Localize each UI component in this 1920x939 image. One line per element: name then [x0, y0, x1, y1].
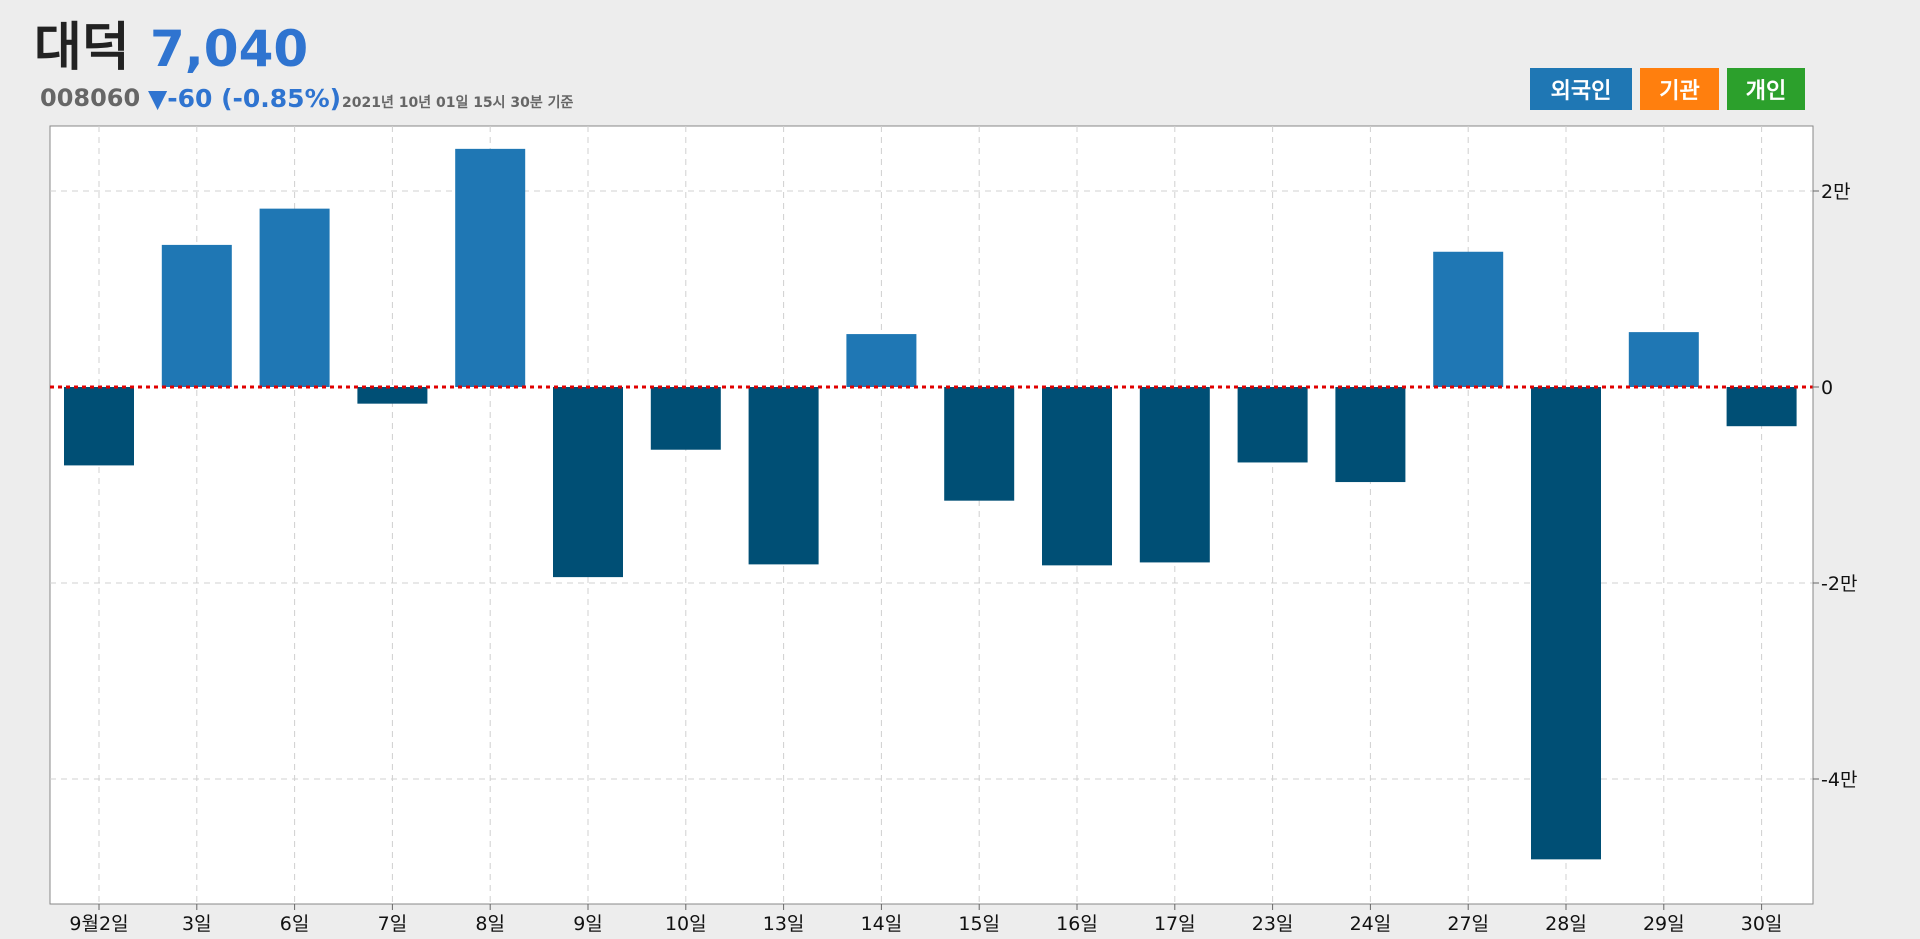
x-tick-label: 8일	[475, 913, 505, 935]
bar-15일	[944, 387, 1015, 501]
stock-price: 7,040	[150, 20, 309, 78]
stock-name: 대덕	[34, 18, 130, 78]
x-tick-label: 30일	[1741, 913, 1783, 935]
bar-7일	[357, 387, 428, 404]
x-tick-label: 3일	[182, 913, 212, 935]
y-tick-label: -2만	[1821, 573, 1857, 595]
bar-16일	[1042, 387, 1112, 566]
legend-foreign-button[interactable]: 외국인	[1530, 68, 1632, 110]
plot-area	[49, 125, 1814, 905]
as-of-timestamp: 2021년 10년 01일 15시 30분 기준	[342, 95, 574, 111]
bar-28일	[1531, 387, 1601, 860]
x-tick-label: 9월2일	[69, 913, 128, 935]
bars	[64, 148, 1797, 860]
y-axis: 2만 0 -2만 -4만	[1813, 181, 1857, 791]
bar-13일	[748, 387, 819, 565]
stock-code: 008060	[40, 84, 141, 112]
x-axis: 9월2일 3일 6일 7일 8일 9일 10일 13일 14일 15일 16일 17일 23일 24일 27…	[69, 904, 1782, 935]
x-tick-label: 29일	[1643, 913, 1685, 935]
bar-30일	[1726, 387, 1797, 427]
bar-6일	[259, 208, 330, 387]
bar-29일	[1628, 332, 1699, 387]
bar-23일	[1237, 387, 1308, 463]
bar-3일	[161, 244, 232, 387]
bar-8일	[455, 148, 526, 387]
x-tick-label: 7일	[378, 913, 408, 935]
x-tick-label: 27일	[1447, 913, 1489, 935]
legend-individual-button[interactable]: 개인	[1727, 68, 1805, 110]
x-tick-label: 17일	[1154, 913, 1196, 935]
bar-17일	[1139, 387, 1210, 563]
x-tick-label: 16일	[1056, 913, 1098, 935]
x-tick-label: 24일	[1350, 913, 1392, 935]
bar-24일	[1335, 387, 1406, 483]
x-tick-label: 6일	[280, 913, 310, 935]
x-tick-label: 13일	[763, 913, 805, 935]
x-tick-label: 28일	[1545, 913, 1587, 935]
x-tick-label: 15일	[958, 913, 1000, 935]
bar-9월2일	[64, 387, 134, 466]
bar-10일	[650, 387, 721, 450]
x-tick-label: 23일	[1252, 913, 1294, 935]
bar-9일	[553, 387, 623, 578]
y-tick-label: 2만	[1821, 181, 1851, 203]
x-tick-label: 9일	[573, 913, 603, 935]
price-change: ▼-60 (-0.85%)	[148, 84, 342, 113]
bar-14일	[846, 334, 917, 387]
legend-institution-button[interactable]: 기관	[1640, 68, 1719, 110]
y-tick-label: -4만	[1821, 769, 1857, 791]
x-tick-label: 14일	[861, 913, 903, 935]
bar-27일	[1433, 251, 1504, 387]
y-tick-label: 0	[1821, 377, 1833, 399]
x-tick-label: 10일	[665, 913, 707, 935]
